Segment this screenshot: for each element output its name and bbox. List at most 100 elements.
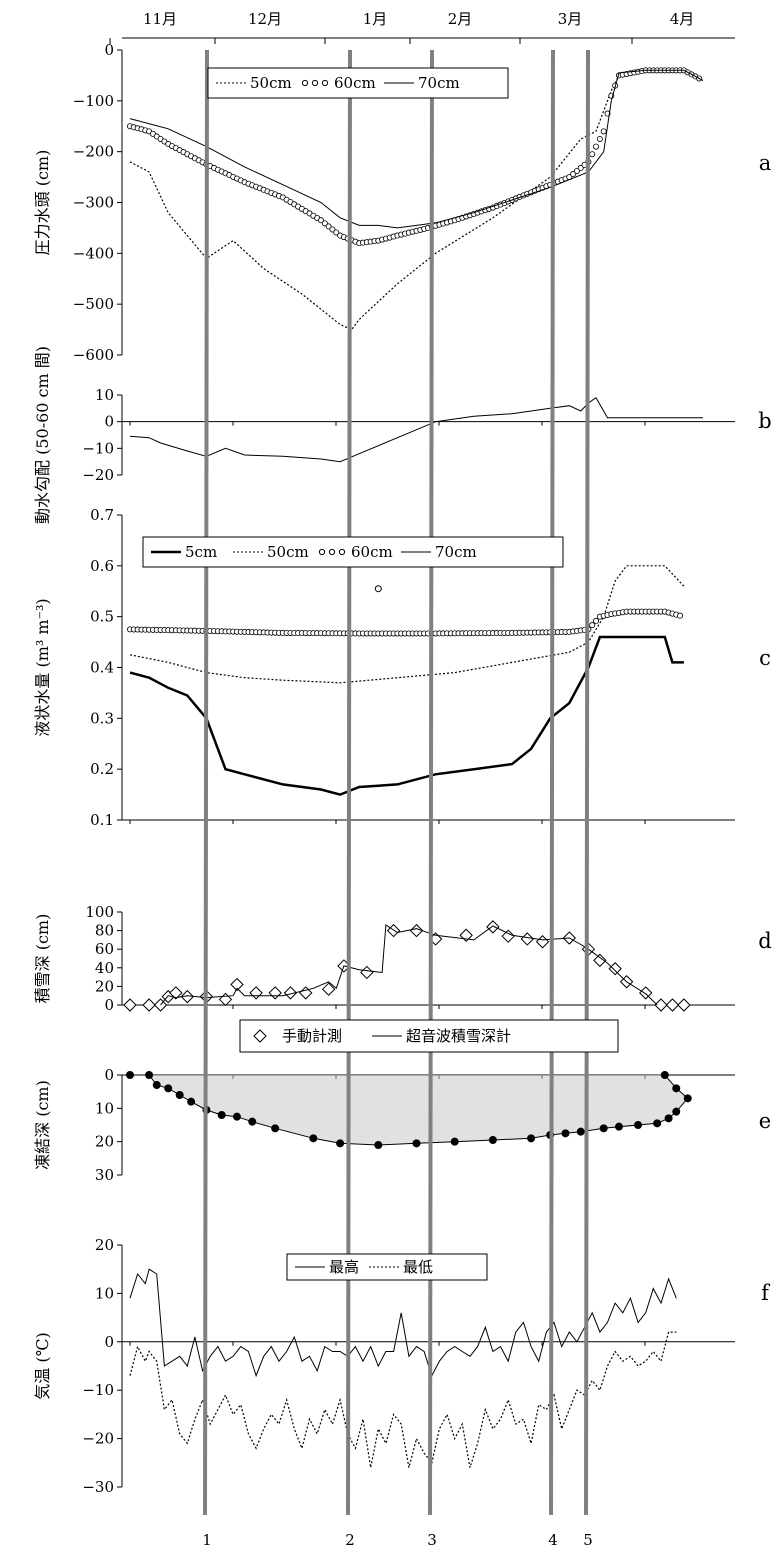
y-tick-label: 0.4	[90, 659, 114, 677]
y-axis-label-b: 動水勾配 (50-60 cm 間)	[33, 346, 52, 524]
data-point	[336, 1139, 345, 1148]
month-label: 11月	[143, 10, 177, 28]
month-label: 2月	[448, 10, 473, 28]
data-point	[638, 986, 653, 1000]
data-point	[248, 1117, 257, 1126]
legend-swatch	[311, 79, 319, 87]
legend-label: 70cm	[435, 543, 477, 561]
event-line	[584, 49, 590, 1516]
data-point	[152, 1081, 161, 1089]
y-tick-label: 0.7	[90, 506, 114, 524]
data-point	[187, 1097, 196, 1106]
y-axis-label-f: 気温 (℃)	[33, 1332, 52, 1399]
month-label: 12月	[248, 10, 282, 28]
frozen-area	[130, 1075, 688, 1145]
data-point	[409, 923, 424, 938]
data-point	[486, 920, 500, 934]
data-point	[599, 1124, 608, 1133]
data-point	[412, 1139, 421, 1148]
panel-letter-e: e	[759, 1109, 771, 1133]
data-point	[570, 171, 577, 178]
data-point	[142, 998, 156, 1012]
data-point	[164, 1084, 173, 1093]
data-point	[217, 1111, 226, 1119]
event-line	[203, 49, 209, 1516]
legend-label: 超音波積雪深計	[406, 1027, 511, 1045]
data-point	[672, 1107, 681, 1116]
y-tick-label: 20	[95, 977, 114, 995]
data-point	[608, 962, 622, 976]
y-tick-label: −20	[82, 1430, 114, 1448]
y-axis-label-a: 圧力水頭 (cm)	[33, 150, 52, 256]
y-tick-label: −20	[82, 466, 114, 484]
data-point	[218, 992, 233, 1007]
event-label: 3	[427, 1531, 437, 1549]
data-point	[577, 164, 584, 171]
y-tick-label: 0.5	[90, 608, 114, 626]
data-point	[576, 1127, 585, 1136]
data-point	[589, 151, 596, 158]
data-point	[593, 143, 600, 150]
data-point	[333, 229, 340, 236]
y-tick-label: 10	[95, 1099, 114, 1117]
legend-label: 50cm	[250, 74, 292, 92]
data-point	[230, 977, 244, 992]
data-point	[268, 986, 282, 1000]
data-point	[283, 986, 298, 1000]
data-point	[634, 1121, 643, 1129]
event-label: 2	[345, 1531, 355, 1549]
y-tick-label: 0	[104, 996, 114, 1014]
data-point	[561, 1129, 570, 1138]
data-point	[169, 986, 183, 1000]
series-f-1	[129, 1331, 677, 1468]
series-c-1	[129, 565, 685, 684]
series-b-0	[129, 396, 703, 463]
event-label: 4	[548, 1531, 558, 1549]
data-point	[596, 135, 603, 142]
event-label: 1	[202, 1531, 212, 1549]
data-point	[175, 1091, 184, 1099]
data-point	[325, 223, 332, 230]
legend-d	[239, 1019, 619, 1053]
data-point	[153, 998, 168, 1012]
y-tick-label: 30	[95, 1166, 114, 1184]
y-tick-label: 10	[95, 386, 114, 404]
data-point	[593, 953, 607, 968]
panel-letter-b: b	[758, 409, 771, 433]
data-point	[535, 935, 550, 949]
legend-layer: 50cm 60cm 70cm 5cm 50cm 60cm 70cm 手動計測 超音波積雪深計最高…	[142, 67, 619, 1281]
data-point	[126, 1071, 134, 1079]
panel-letter-c: c	[759, 646, 771, 670]
month-label: 1月	[363, 10, 388, 28]
data-point	[123, 998, 137, 1012]
series-a-2	[129, 69, 704, 229]
y-tick-label: 20	[95, 1236, 114, 1254]
y-tick-label: 20	[95, 1133, 114, 1151]
data-point	[653, 1119, 662, 1128]
data-point	[374, 1141, 383, 1149]
data-point	[672, 1084, 681, 1093]
legend-label: 60cm	[351, 543, 393, 561]
data-point	[654, 998, 668, 1012]
y-tick-label: 0	[104, 41, 114, 59]
legend-label: 5cm	[185, 543, 217, 561]
y-tick-label: 0.1	[90, 811, 114, 829]
y-tick-label: −400	[73, 244, 114, 262]
data-point	[660, 1071, 669, 1079]
y-tick-label: −200	[73, 143, 114, 161]
series-f-0	[129, 1268, 677, 1378]
data-point	[450, 1137, 459, 1146]
y-tick-label: 100	[85, 903, 114, 921]
data-point	[677, 612, 684, 619]
y-tick-label: 40	[95, 959, 114, 977]
data-point	[520, 932, 534, 946]
y-axis-label-d: 積雪深 (cm)	[33, 914, 52, 1004]
y-tick-label: −10	[82, 439, 114, 457]
y-tick-label: 0.2	[90, 760, 114, 778]
event-label: 5	[583, 1531, 593, 1549]
axes-layer: 11月 12月 1月 2月 3月 4月0−100−200−300−400−500−600圧…	[33, 10, 772, 1496]
data-point	[321, 982, 336, 996]
legend-label: 手動計測	[282, 1027, 342, 1045]
y-tick-label: 0.6	[90, 557, 114, 575]
